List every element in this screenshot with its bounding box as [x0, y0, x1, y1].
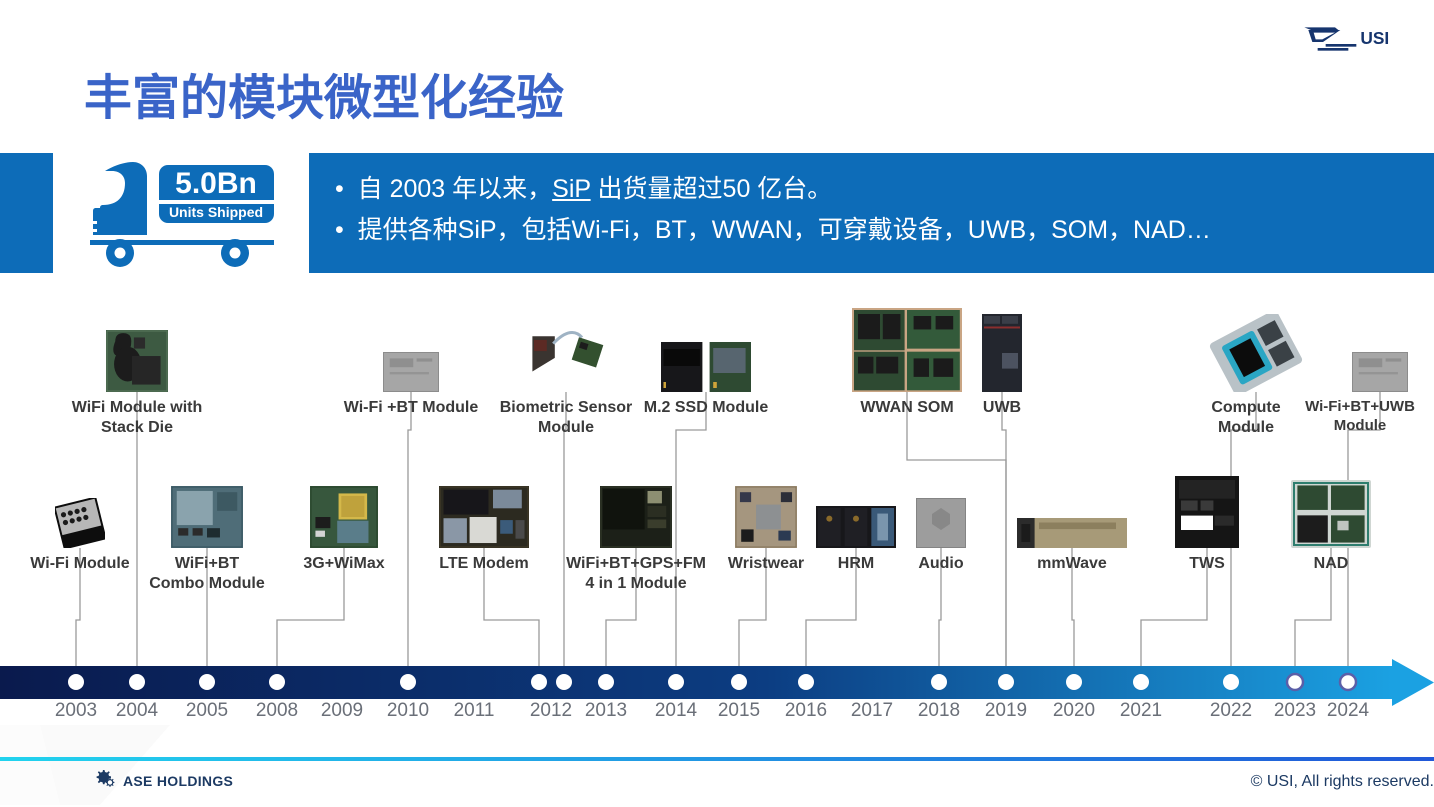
svg-text:2004: 2004: [116, 700, 159, 721]
svg-text:2024: 2024: [1327, 700, 1370, 721]
svg-text:2005: 2005: [186, 700, 228, 721]
svg-text:2003: 2003: [55, 700, 97, 721]
svg-text:2013: 2013: [585, 700, 627, 721]
svg-text:2010: 2010: [387, 700, 429, 721]
svg-text:2009: 2009: [321, 700, 363, 721]
svg-text:2019: 2019: [985, 700, 1027, 721]
svg-text:2022: 2022: [1210, 700, 1252, 721]
svg-text:2023: 2023: [1274, 700, 1316, 721]
svg-text:2015: 2015: [718, 700, 760, 721]
svg-text:2021: 2021: [1120, 700, 1162, 721]
svg-text:2020: 2020: [1053, 700, 1095, 721]
svg-text:2016: 2016: [785, 700, 827, 721]
svg-text:2011: 2011: [454, 700, 495, 721]
svg-text:2018: 2018: [918, 700, 960, 721]
svg-text:2012: 2012: [530, 700, 572, 721]
svg-text:2008: 2008: [256, 700, 298, 721]
svg-text:2014: 2014: [655, 700, 698, 721]
svg-text:2017: 2017: [851, 700, 893, 721]
